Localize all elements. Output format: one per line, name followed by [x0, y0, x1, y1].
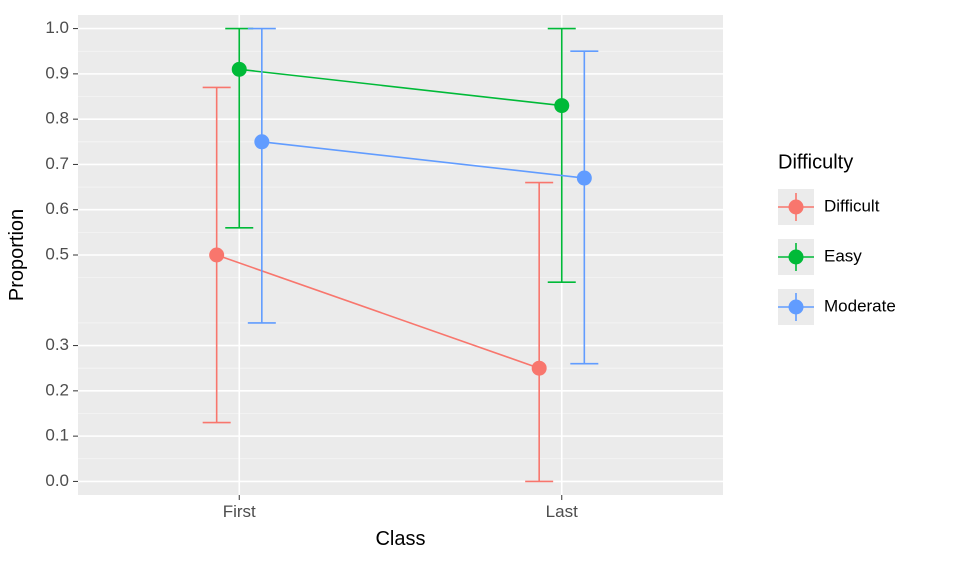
x-axis-title: Class — [375, 528, 425, 550]
legend-label: Difficult — [824, 196, 880, 215]
y-axis-title: Proportion — [6, 209, 28, 301]
legend-key-point — [789, 200, 804, 215]
legend-key-point — [789, 300, 804, 315]
y-tick-label: 0.0 — [45, 471, 69, 490]
y-tick-label: 0.2 — [45, 380, 69, 399]
point-difficult — [532, 361, 547, 376]
y-tick-label: 0.7 — [45, 154, 69, 173]
legend-title: Difficulty — [778, 152, 853, 174]
legend-label: Easy — [824, 246, 862, 265]
y-tick-label: 0.3 — [45, 335, 69, 354]
y-tick-label: 1.0 — [45, 18, 69, 37]
legend-label: Moderate — [824, 296, 896, 315]
y-tick-label: 0.1 — [45, 426, 69, 445]
legend-key-point — [789, 250, 804, 265]
point-easy — [232, 62, 247, 77]
chart-svg: 0.0 0.1 0.2 0.3 0.5 0.6 0.7 0.8 0.9 1.0 First Last P… — [0, 0, 960, 576]
point-moderate — [254, 134, 269, 149]
point-moderate — [577, 171, 592, 186]
point-easy — [554, 98, 569, 113]
y-tick-label: 0.9 — [45, 63, 69, 82]
point-difficult — [209, 248, 224, 263]
y-tick-label: 0.6 — [45, 199, 69, 218]
y-tick-label: 0.5 — [45, 244, 69, 263]
chart-container: 0.0 0.1 0.2 0.3 0.5 0.6 0.7 0.8 0.9 1.0 First Last P… — [0, 0, 960, 576]
x-tick-label: First — [223, 502, 256, 521]
x-tick-label: Last — [546, 502, 578, 521]
y-tick-label: 0.8 — [45, 109, 69, 128]
